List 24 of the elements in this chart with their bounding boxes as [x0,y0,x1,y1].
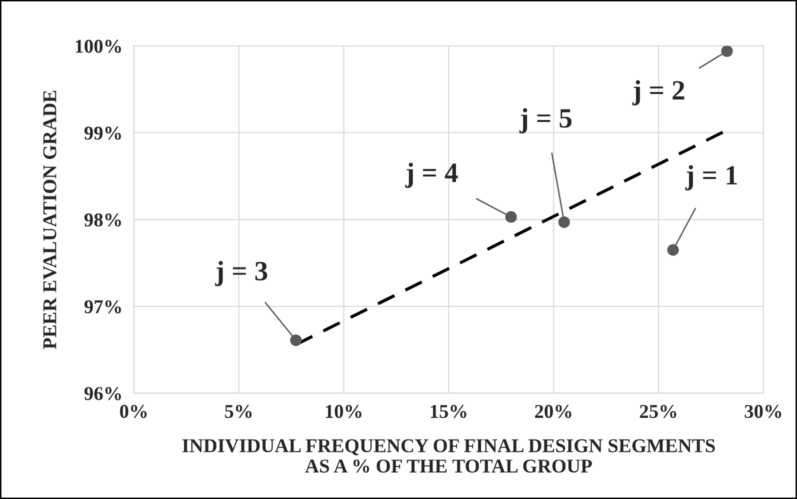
x-tick-label: 20% [535,404,572,418]
point [721,46,733,57]
point [290,334,302,346]
x-tick-label: 30% [744,404,782,418]
x-tick-label: 10% [326,404,362,418]
y-axis-title: PEER EVALUATION GRADE [43,90,56,350]
y-tick-label: 99% [84,126,121,140]
point [667,244,679,256]
annotation: j = 1 [685,165,737,190]
x-tick-label: 25% [640,404,676,418]
y-tick-label: 96% [84,387,121,400]
x-tick-label: 5% [225,404,252,418]
x-tick-label: 15% [430,404,466,418]
y-tick-label: 100% [76,40,121,53]
point [505,211,517,223]
annotation: j = 2 [632,80,684,106]
point [558,216,570,228]
x-axis-title: INDIVIDUAL FREQUENCY OF FINAL DESIGN SEGMENTS AS A % OF THE TOTAL GROUP [182,439,715,473]
y-tick-label: 98% [84,213,121,227]
annotation: j = 4 [405,162,458,188]
y-tick-label: 97% [84,300,121,314]
annotation: j = 5 [519,108,572,134]
annotation: j = 3 [215,260,268,286]
x-tick-label: 0% [120,404,147,418]
